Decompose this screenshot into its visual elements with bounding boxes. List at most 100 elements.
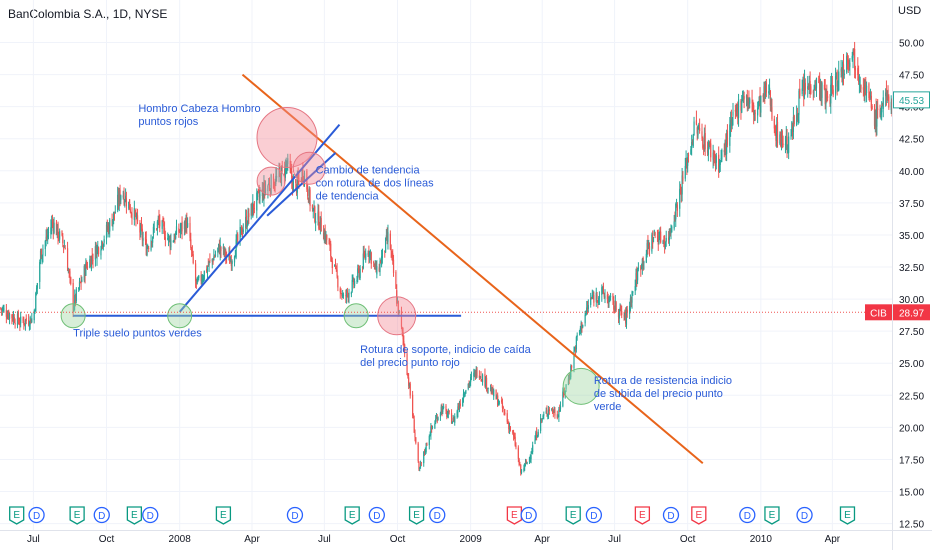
candle-body xyxy=(849,62,851,67)
candle-body xyxy=(202,277,205,281)
candle-body xyxy=(118,191,120,205)
candle-body xyxy=(497,395,499,406)
candle-body xyxy=(664,243,667,248)
candle-body xyxy=(156,221,159,229)
candle-body xyxy=(41,254,43,260)
candle-body xyxy=(273,186,275,188)
candle-body xyxy=(710,143,712,158)
candle-body xyxy=(743,96,745,100)
candle-body xyxy=(192,254,194,264)
candle-body xyxy=(90,259,92,267)
earnings-marker xyxy=(126,506,143,525)
candle-body xyxy=(412,394,414,416)
candle-body xyxy=(524,462,527,464)
candle-body xyxy=(5,310,7,317)
candle-body xyxy=(613,308,616,309)
annotation-line: Rotura de soporte, indicio de caída xyxy=(360,344,531,356)
candle-body xyxy=(854,68,857,71)
candle-body xyxy=(754,112,756,114)
candle-body xyxy=(376,266,378,275)
last-price-tag-text: 45.53 xyxy=(899,96,924,107)
candle-body xyxy=(575,337,577,350)
candle-body xyxy=(534,439,536,444)
candle-body xyxy=(525,461,527,464)
shoulder-left-circle xyxy=(256,166,286,196)
candle-body xyxy=(19,323,21,325)
candle-body xyxy=(574,348,576,352)
candle-body xyxy=(70,277,72,284)
candle-body xyxy=(652,237,655,243)
candle-body xyxy=(598,298,600,303)
x-tick-label: Jul xyxy=(27,534,40,545)
candle-body xyxy=(780,129,783,146)
candle-body xyxy=(853,49,855,51)
candle-body xyxy=(233,256,236,263)
candle-body xyxy=(381,256,383,265)
candle-body xyxy=(326,234,328,240)
candle-body xyxy=(336,269,338,277)
candle-body xyxy=(73,306,75,312)
candle-body xyxy=(2,308,4,311)
candle-body xyxy=(834,76,837,94)
candle-body xyxy=(676,204,678,211)
candle-body xyxy=(331,260,333,269)
annotation-line: Rotura de resistencia indicio xyxy=(594,375,732,387)
candle-body xyxy=(308,189,310,203)
candle-body xyxy=(440,406,442,415)
candle-body xyxy=(151,241,153,243)
candle-body xyxy=(495,390,497,400)
candle-body xyxy=(275,175,277,184)
candle-body xyxy=(72,282,74,311)
candle-body xyxy=(428,436,430,446)
earnings-marker xyxy=(215,506,232,525)
candle-body xyxy=(726,130,729,145)
candle-body xyxy=(787,150,789,153)
candle-body xyxy=(374,263,376,265)
candle-body xyxy=(491,387,493,393)
candle-body xyxy=(6,316,8,319)
candle-body xyxy=(74,294,77,302)
candle-body xyxy=(223,247,225,254)
candle-body xyxy=(53,222,55,233)
candle-body xyxy=(330,257,333,259)
candle-body xyxy=(668,228,670,241)
candle-body xyxy=(291,170,293,181)
grid xyxy=(0,0,892,530)
candle-body xyxy=(737,99,740,118)
candle-body xyxy=(91,255,93,258)
candle-body xyxy=(146,246,148,256)
candle-body xyxy=(514,436,516,446)
candle-body xyxy=(446,414,449,417)
candle-body xyxy=(768,87,771,92)
candle-body xyxy=(257,189,259,192)
candle-body xyxy=(636,270,639,281)
candle-body xyxy=(81,279,83,282)
candle-body xyxy=(431,425,433,429)
dividend-marker xyxy=(93,506,110,524)
candle-body xyxy=(464,394,466,396)
candle-body xyxy=(400,310,403,327)
candle-body xyxy=(52,222,54,232)
candle-body xyxy=(758,96,760,105)
candle-body xyxy=(771,107,773,119)
candle-body xyxy=(685,157,687,168)
candle-body xyxy=(697,127,699,136)
resistance-break-circle xyxy=(562,367,600,405)
candle-body xyxy=(509,427,511,431)
candle-body xyxy=(323,232,325,242)
candle-body xyxy=(320,217,322,232)
candle-body xyxy=(291,178,294,190)
candle-body xyxy=(22,318,24,321)
candle-body xyxy=(478,375,480,378)
candle-body xyxy=(429,435,431,437)
candle-body xyxy=(876,105,878,127)
earnings-label: E xyxy=(511,510,518,521)
candle-body xyxy=(607,300,609,304)
candle-body xyxy=(832,89,834,96)
candle-body xyxy=(643,261,645,263)
candle-body xyxy=(547,413,549,416)
candle-body xyxy=(865,85,867,96)
y-tick-label: 32.50 xyxy=(899,263,924,274)
candle-body xyxy=(47,234,49,237)
